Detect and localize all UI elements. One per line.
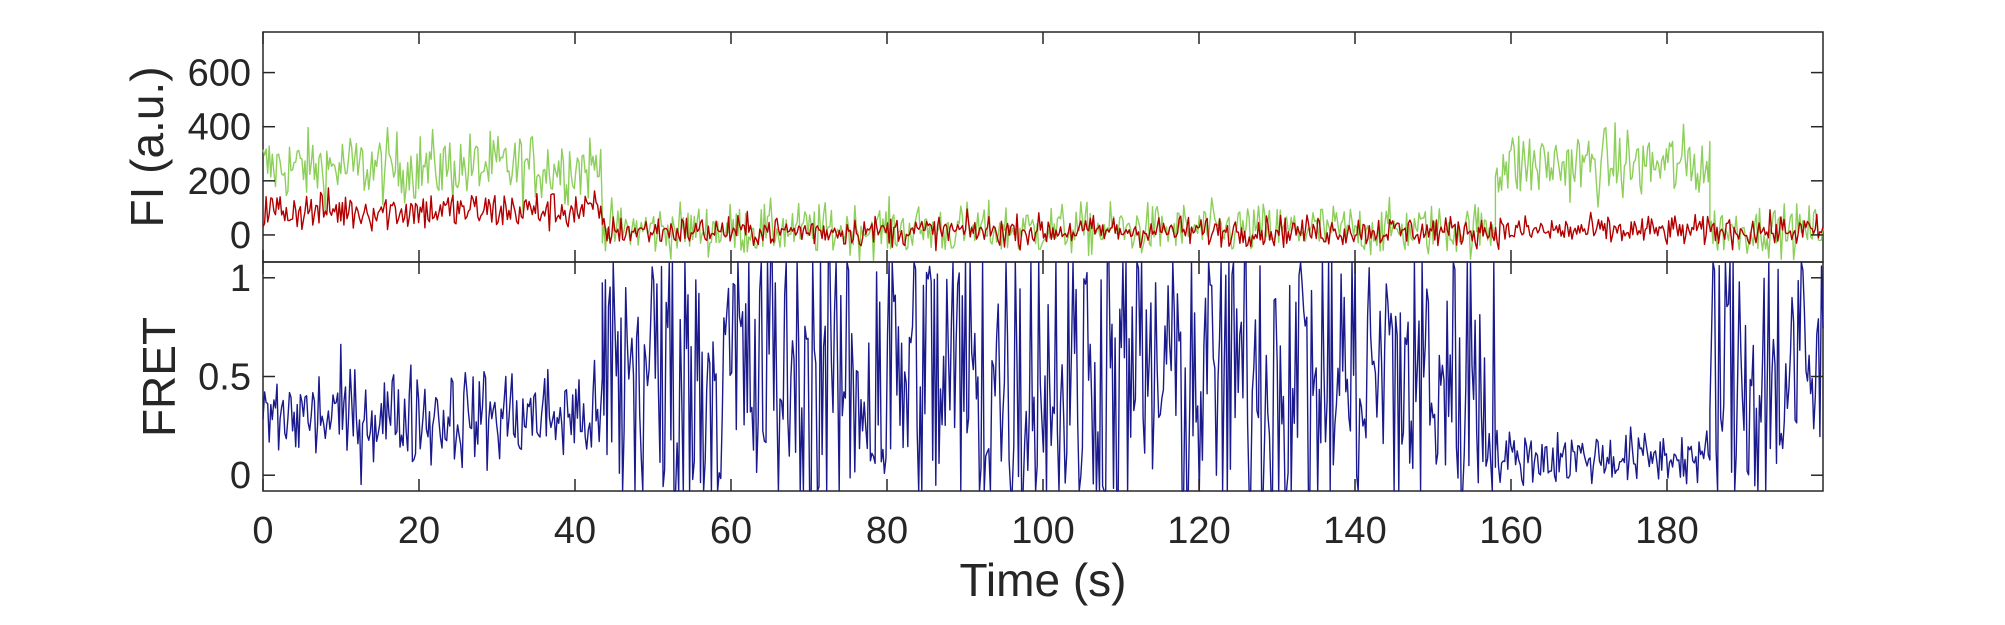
top-y-ticks: 0 200 400 600 [188, 53, 1823, 257]
x-tick-label: 180 [1635, 510, 1698, 552]
x-tick-label: 0 [252, 510, 273, 552]
x-tick-label: 40 [554, 510, 596, 552]
y-tick-label: 0 [230, 215, 251, 257]
y-tick-label: 0.5 [198, 357, 251, 399]
x-tick-label: 80 [866, 510, 908, 552]
x-axis-label: Time (s) [960, 554, 1127, 606]
y-tick-label: 0 [230, 455, 251, 497]
x-tick-label: 160 [1479, 510, 1542, 552]
top-y-axis-label: FI (a.u.) [121, 66, 173, 227]
y-tick-label: 200 [188, 161, 251, 203]
x-ticks: 0 20 40 60 80 100 120 140 160 180 [252, 32, 1699, 552]
bottom-plot-frame [262, 261, 1824, 492]
trace-series-0-1 [262, 187, 1824, 252]
trace-series-0-0 [262, 122, 1824, 263]
x-tick-label: 100 [1011, 510, 1074, 552]
x-tick-label: 20 [398, 510, 440, 552]
trace-series-1-0 [262, 261, 1824, 492]
x-tick-label: 140 [1323, 510, 1386, 552]
y-tick-label: 400 [188, 107, 251, 149]
y-tick-label: 1 [230, 258, 251, 300]
fret-efficiency-panel: 00.51 0 20 40 60 80 100 120 140 160 180 FRET Time… [133, 32, 1824, 606]
x-tick-label: 120 [1167, 510, 1230, 552]
bottom-y-axis-label: FRET [133, 317, 185, 437]
fluorescence-traces [262, 122, 1824, 263]
fret-traces [262, 261, 1824, 492]
y-tick-label: 600 [188, 53, 251, 95]
fluorescence-intensity-panel: 0 200 400 600 FI (a.u.) [121, 31, 1824, 263]
x-tick-label: 60 [710, 510, 752, 552]
bottom-y-ticks: 00.51 [198, 258, 1823, 497]
